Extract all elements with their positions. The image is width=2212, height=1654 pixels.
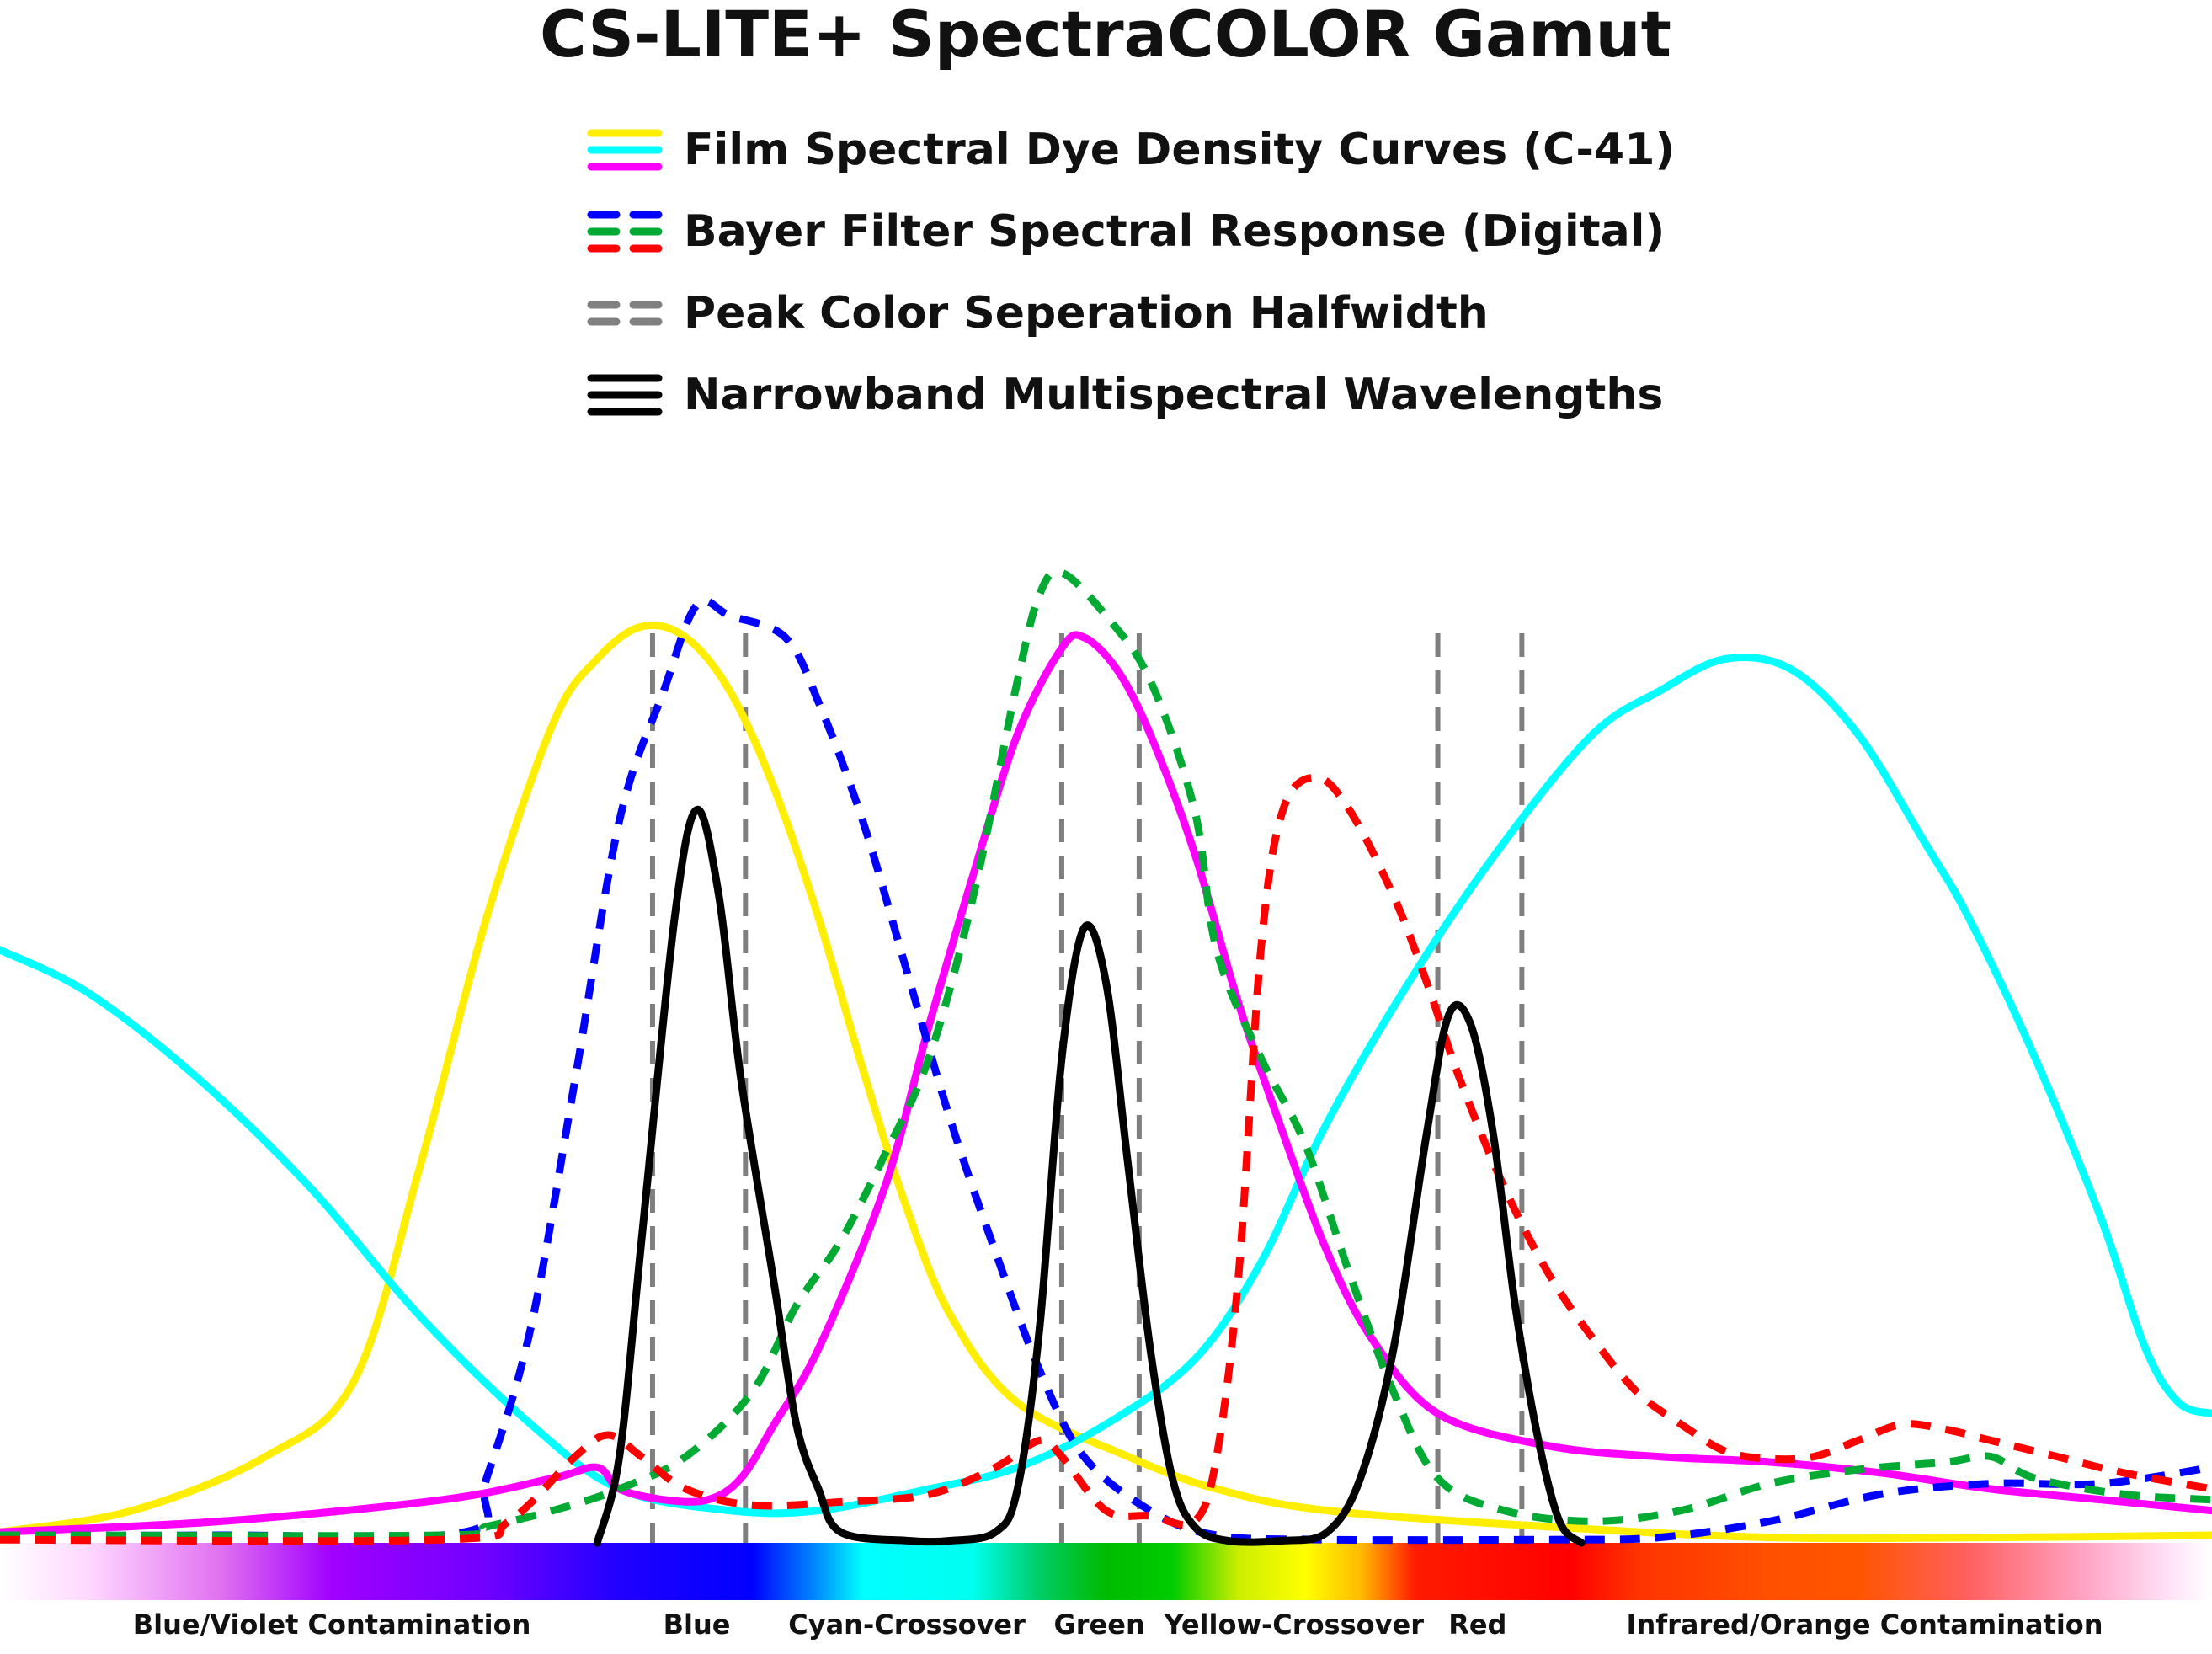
series-film-yellow-dye — [0, 621, 2212, 1543]
legend-item-film-spectral-dye-density-curves-c-41: Film Spectral Dye Density Curves (C-41) — [587, 125, 1675, 175]
legend-item-bayer-filter-spectral-response-digital: Bayer Filter Spectral Response (Digital) — [587, 206, 1665, 257]
series-bayer-green — [0, 568, 2212, 1540]
series-film-cyan-dye — [0, 653, 2212, 1518]
band-label-cyan-crossover: Cyan-Crossover — [788, 1609, 1026, 1641]
chart-title: CS-LITE+ SpectraCOLOR Gamut — [540, 0, 1671, 72]
legend-label: Film Spectral Dye Density Curves (C-41) — [684, 125, 1675, 175]
band-label-blue-violet-contamination: Blue/Violet Contamination — [133, 1609, 531, 1641]
band-label-yellow-crossover: Yellow-Crossover — [1164, 1609, 1425, 1641]
legend: Film Spectral Dye Density Curves (C-41) B… — [587, 125, 1675, 420]
legend-label: Bayer Filter Spectral Response (Digital) — [684, 206, 1665, 257]
band-labels: Blue/Violet Contamination Blue Cyan-Crosso… — [133, 1609, 2103, 1641]
legend-label: Peak Color Seperation Halfwidth — [684, 288, 1489, 339]
band-label-red: Red — [1448, 1609, 1506, 1641]
legend-label: Narrowband Multispectral Wavelengths — [684, 370, 1663, 420]
series-curves — [0, 568, 2212, 1547]
spectrum-bar — [0, 1543, 2212, 1600]
legend-item-peak-color-seperation-halfwidth: Peak Color Seperation Halfwidth — [587, 288, 1489, 339]
band-label-blue: Blue — [664, 1609, 731, 1641]
band-label-infrared-orange-contamination: Infrared/Orange Contamination — [1627, 1609, 2103, 1641]
legend-item-narrowband-multispectral-wavelengths: Narrowband Multispectral Wavelengths — [587, 370, 1663, 420]
series-bayer-blue — [0, 596, 2212, 1545]
band-label-green: Green — [1054, 1609, 1145, 1641]
series-bayer-red — [0, 773, 2212, 1545]
series-narrowband-blue — [593, 806, 1586, 1547]
halfwidth-markers — [649, 633, 1525, 1543]
